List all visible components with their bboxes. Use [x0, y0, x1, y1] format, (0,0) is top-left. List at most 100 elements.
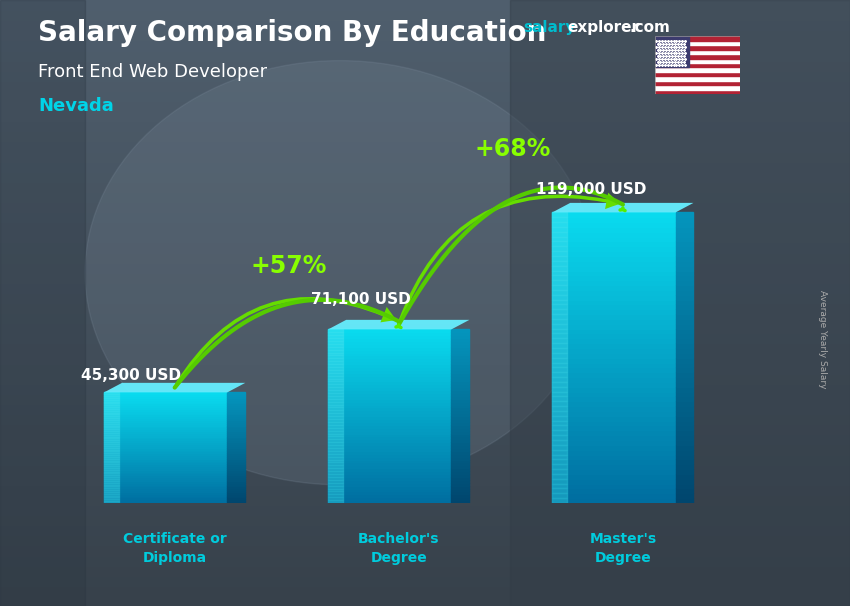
Bar	[552, 213, 676, 218]
Bar	[104, 483, 119, 485]
Bar	[0, 313, 850, 323]
Bar	[0, 344, 850, 353]
Bar	[328, 439, 451, 442]
Bar	[676, 222, 694, 227]
Bar	[552, 454, 567, 459]
Bar	[552, 406, 567, 411]
Bar	[104, 435, 119, 436]
Bar	[328, 442, 343, 445]
Bar	[0, 495, 850, 505]
Bar	[0, 111, 850, 121]
Bar	[0, 20, 850, 30]
Bar	[552, 290, 567, 295]
Bar	[552, 343, 567, 348]
Bar	[552, 265, 567, 270]
Bar	[104, 424, 227, 425]
Bar	[676, 445, 694, 450]
Bar	[451, 428, 469, 431]
Bar	[0, 182, 850, 192]
Bar	[104, 483, 227, 485]
Bar	[328, 410, 343, 413]
Bar	[328, 405, 343, 407]
Bar	[676, 314, 694, 319]
Bar	[451, 465, 469, 468]
Bar	[328, 370, 451, 373]
Bar	[104, 418, 227, 420]
Bar	[328, 480, 343, 483]
Bar	[328, 390, 343, 393]
Bar	[328, 422, 451, 425]
Bar	[104, 466, 119, 468]
Bar	[104, 455, 119, 457]
Bar	[0, 262, 850, 273]
Text: Bachelor's
Degree: Bachelor's Degree	[358, 531, 439, 565]
Bar	[104, 466, 227, 468]
Bar	[328, 396, 343, 399]
Bar	[328, 483, 343, 485]
Bar	[676, 387, 694, 391]
Bar	[552, 241, 676, 246]
Bar	[227, 490, 246, 492]
Bar	[451, 393, 469, 396]
Bar	[227, 396, 246, 398]
Bar	[552, 382, 676, 387]
Bar	[0, 303, 850, 313]
Bar	[328, 402, 451, 405]
Bar	[104, 448, 119, 450]
Bar	[552, 222, 567, 227]
Bar	[451, 338, 469, 341]
Bar	[676, 498, 694, 503]
Bar	[104, 411, 119, 413]
Text: Master's
Degree: Master's Degree	[589, 531, 656, 565]
Bar	[552, 338, 567, 343]
Bar	[552, 333, 567, 338]
Bar	[451, 431, 469, 433]
Bar	[104, 462, 227, 464]
Bar	[552, 416, 567, 421]
Bar	[552, 275, 676, 280]
Bar	[451, 399, 469, 402]
Bar	[328, 376, 451, 379]
Bar	[0, 0, 850, 10]
Bar	[328, 416, 451, 419]
Bar	[676, 295, 694, 299]
Bar	[654, 67, 740, 72]
Bar	[227, 418, 246, 420]
Bar	[451, 373, 469, 376]
Bar	[104, 431, 119, 433]
Bar	[451, 468, 469, 471]
Bar	[104, 439, 119, 441]
Bar	[104, 496, 119, 498]
Bar	[0, 232, 850, 242]
Bar	[676, 241, 694, 246]
Bar	[654, 36, 688, 67]
Bar	[552, 295, 567, 299]
Bar	[676, 401, 694, 406]
Bar	[676, 290, 694, 295]
Bar	[328, 341, 343, 344]
Bar	[104, 481, 119, 483]
Bar	[227, 475, 246, 477]
Bar	[328, 376, 343, 379]
Text: Nevada: Nevada	[38, 97, 114, 115]
Bar	[328, 379, 451, 381]
Bar	[0, 323, 850, 333]
Bar	[0, 525, 850, 535]
Bar	[104, 427, 227, 429]
Bar	[227, 442, 246, 444]
Bar	[0, 202, 850, 212]
Bar	[676, 454, 694, 459]
Bar	[552, 430, 676, 435]
Bar	[104, 441, 227, 442]
Bar	[0, 505, 850, 515]
Bar	[328, 419, 451, 422]
Bar	[451, 433, 469, 436]
Bar	[104, 439, 227, 441]
Bar	[104, 398, 227, 400]
Bar	[104, 404, 119, 405]
Bar	[0, 576, 850, 586]
Bar	[328, 407, 451, 410]
Bar	[0, 424, 850, 435]
Bar	[227, 407, 246, 409]
Bar	[676, 367, 694, 372]
